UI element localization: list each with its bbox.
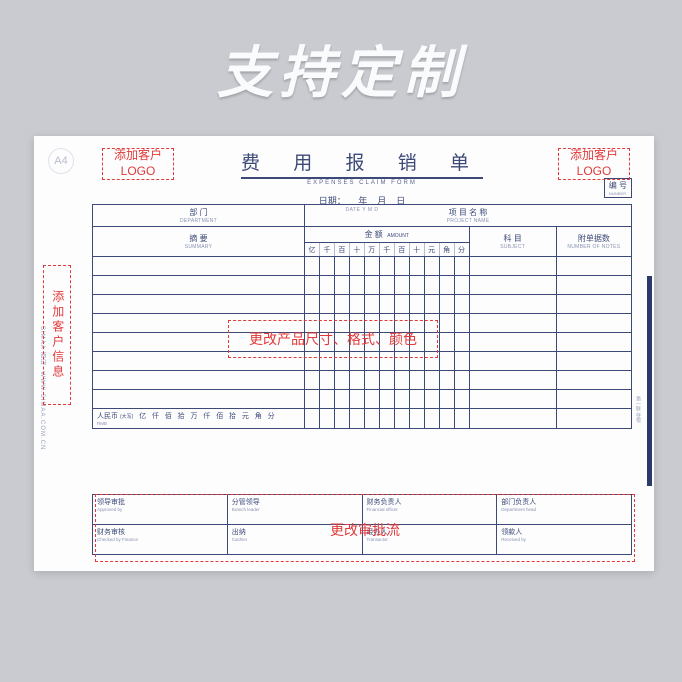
side-color-bar — [647, 276, 652, 486]
annotation-logo-left: 添加客户 LOGO — [102, 148, 174, 180]
table-row — [93, 276, 632, 295]
amount-header: 金 额 AMOUNT — [305, 227, 469, 243]
table-row — [93, 371, 632, 390]
banner-title: 支持定制 — [0, 28, 682, 109]
dept-header: 部 门DEPARTMENT — [93, 205, 305, 227]
table-row — [93, 390, 632, 409]
form-title: 费 用 报 销 单 — [241, 148, 483, 179]
rmb-row: 人民币 (大写) 亿 仟 佰 拾 万 仟 佰 拾 元 角 分 RMB — [93, 409, 632, 429]
annotation-change-approval: 更改审批流 — [95, 494, 635, 562]
number-box: 编 号 NUMBER — [604, 178, 632, 198]
notes-header: 附单据数NUMBER OF NOTES — [556, 227, 631, 257]
banner: 支持定制 — [0, 0, 682, 143]
brand-vertical-right: 第一联 存根 — [635, 396, 642, 422]
form-subtitle: EXPENSES CLAIM FORM — [92, 180, 632, 186]
annotation-change-style: 更改产品尺寸、格式、颜色 — [228, 320, 438, 358]
table-row — [93, 295, 632, 314]
project-header: 项 目 名 称PROJECT NAME — [305, 205, 632, 227]
main-table: 部 门DEPARTMENT 项 目 名 称PROJECT NAME 摘 要SUM… — [92, 204, 632, 429]
annotation-logo-right: 添加客户 LOGO — [558, 148, 630, 180]
subject-header: 科 目SUBJECT — [469, 227, 556, 257]
annotation-customer-info: 添加客户信息 — [43, 265, 71, 405]
table-row — [93, 257, 632, 276]
a4-mark: A4 — [48, 148, 74, 174]
summary-header: 摘 要SUMMARY — [93, 227, 305, 257]
